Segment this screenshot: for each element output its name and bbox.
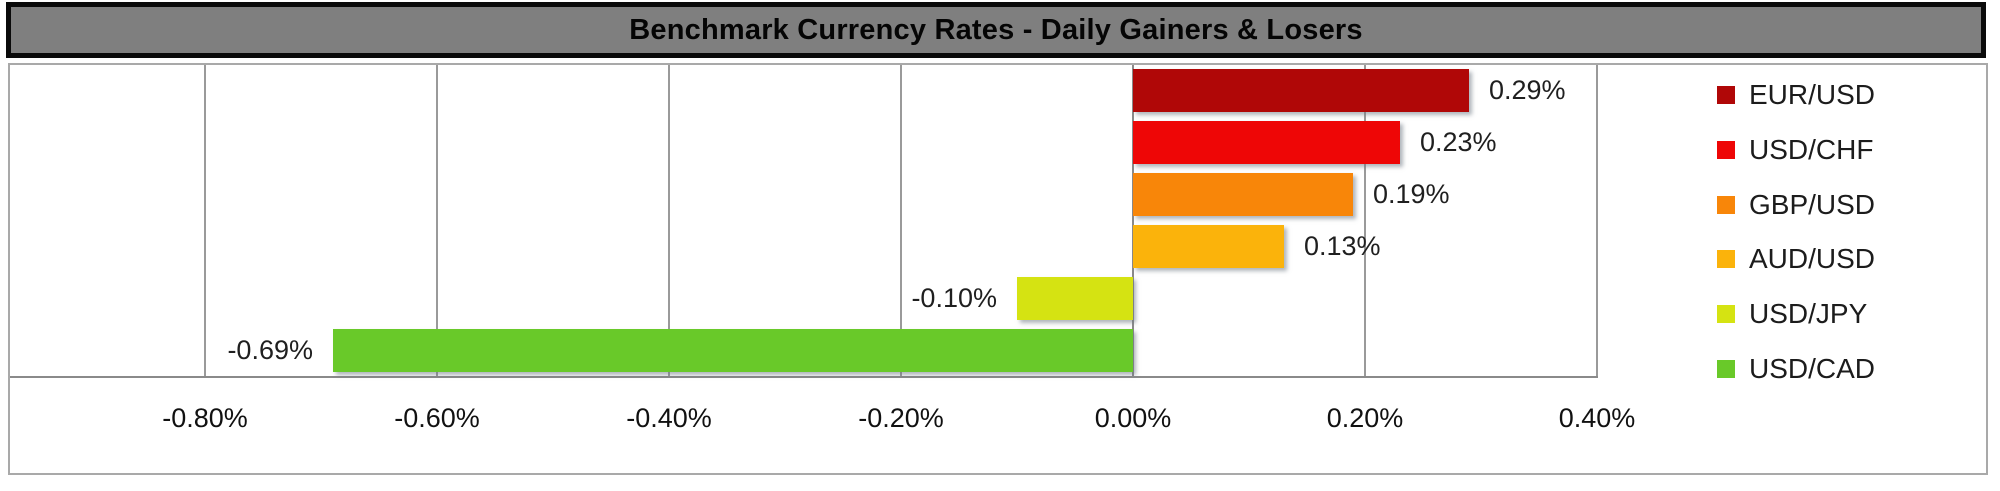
gridline [900,65,902,376]
bar-usd-cad [333,329,1133,372]
x-tick-label: 0.20% [1326,403,1404,433]
bar-aud-usd [1133,225,1284,268]
gridline [1596,65,1598,376]
legend-swatch [1717,196,1735,214]
legend-label: USD/JPY [1749,298,1868,329]
bar-eur-usd [1133,69,1469,112]
bar-value-label: 0.13% [1304,231,1381,261]
bar-gbp-usd [1133,173,1353,216]
bar-value-label: -0.69% [227,335,313,365]
x-tick-label: -0.40% [626,403,712,433]
legend-label: EUR/USD [1749,79,1876,110]
legend-item-usd-cad: USD/CAD [1717,353,1875,385]
bar-value-label: 0.23% [1420,127,1497,157]
gridline [1364,65,1366,376]
zero-gridline [1132,65,1134,376]
bar-usd-jpy [1017,277,1133,320]
legend-swatch [1717,86,1735,104]
bar-usd-chf [1133,121,1400,164]
legend-swatch [1717,141,1735,159]
chart-title-bar: Benchmark Currency Rates - Daily Gainers… [6,2,1986,58]
legend-label: GBP/USD [1749,189,1876,220]
bar-value-label: -0.10% [911,283,997,313]
legend-item-usd-chf: USD/CHF [1717,134,1873,166]
x-tick-label: -0.60% [394,403,480,433]
legend-label: AUD/USD [1749,243,1876,274]
legend-item-gbp-usd: GBP/USD [1717,189,1875,221]
gridline [436,65,438,376]
x-tick-label: 0.40% [1558,403,1636,433]
legend-label: USD/CHF [1749,134,1874,165]
bar-value-label: 0.19% [1373,179,1450,209]
legend-item-aud-usd: AUD/USD [1717,243,1875,275]
legend-swatch [1717,360,1735,378]
x-tick-label: 0.00% [1094,403,1172,433]
legend-swatch [1717,250,1735,268]
x-axis-line [10,376,1598,378]
legend-label: USD/CAD [1749,353,1876,384]
x-tick-label: -0.80% [162,403,248,433]
gridline [204,65,206,376]
chart-title: Benchmark Currency Rates - Daily Gainers… [629,13,1363,46]
legend-item-eur-usd: EUR/USD [1717,79,1875,111]
bar-value-label: 0.29% [1489,75,1566,105]
legend-item-usd-jpy: USD/JPY [1717,298,1867,330]
gridline [668,65,670,376]
chart-area: 0.29% 0.23% 0.19% 0.13% -0.10% -0.69% -0.80% -0… [8,63,1988,475]
legend-swatch [1717,305,1735,323]
x-tick-label: -0.20% [858,403,944,433]
